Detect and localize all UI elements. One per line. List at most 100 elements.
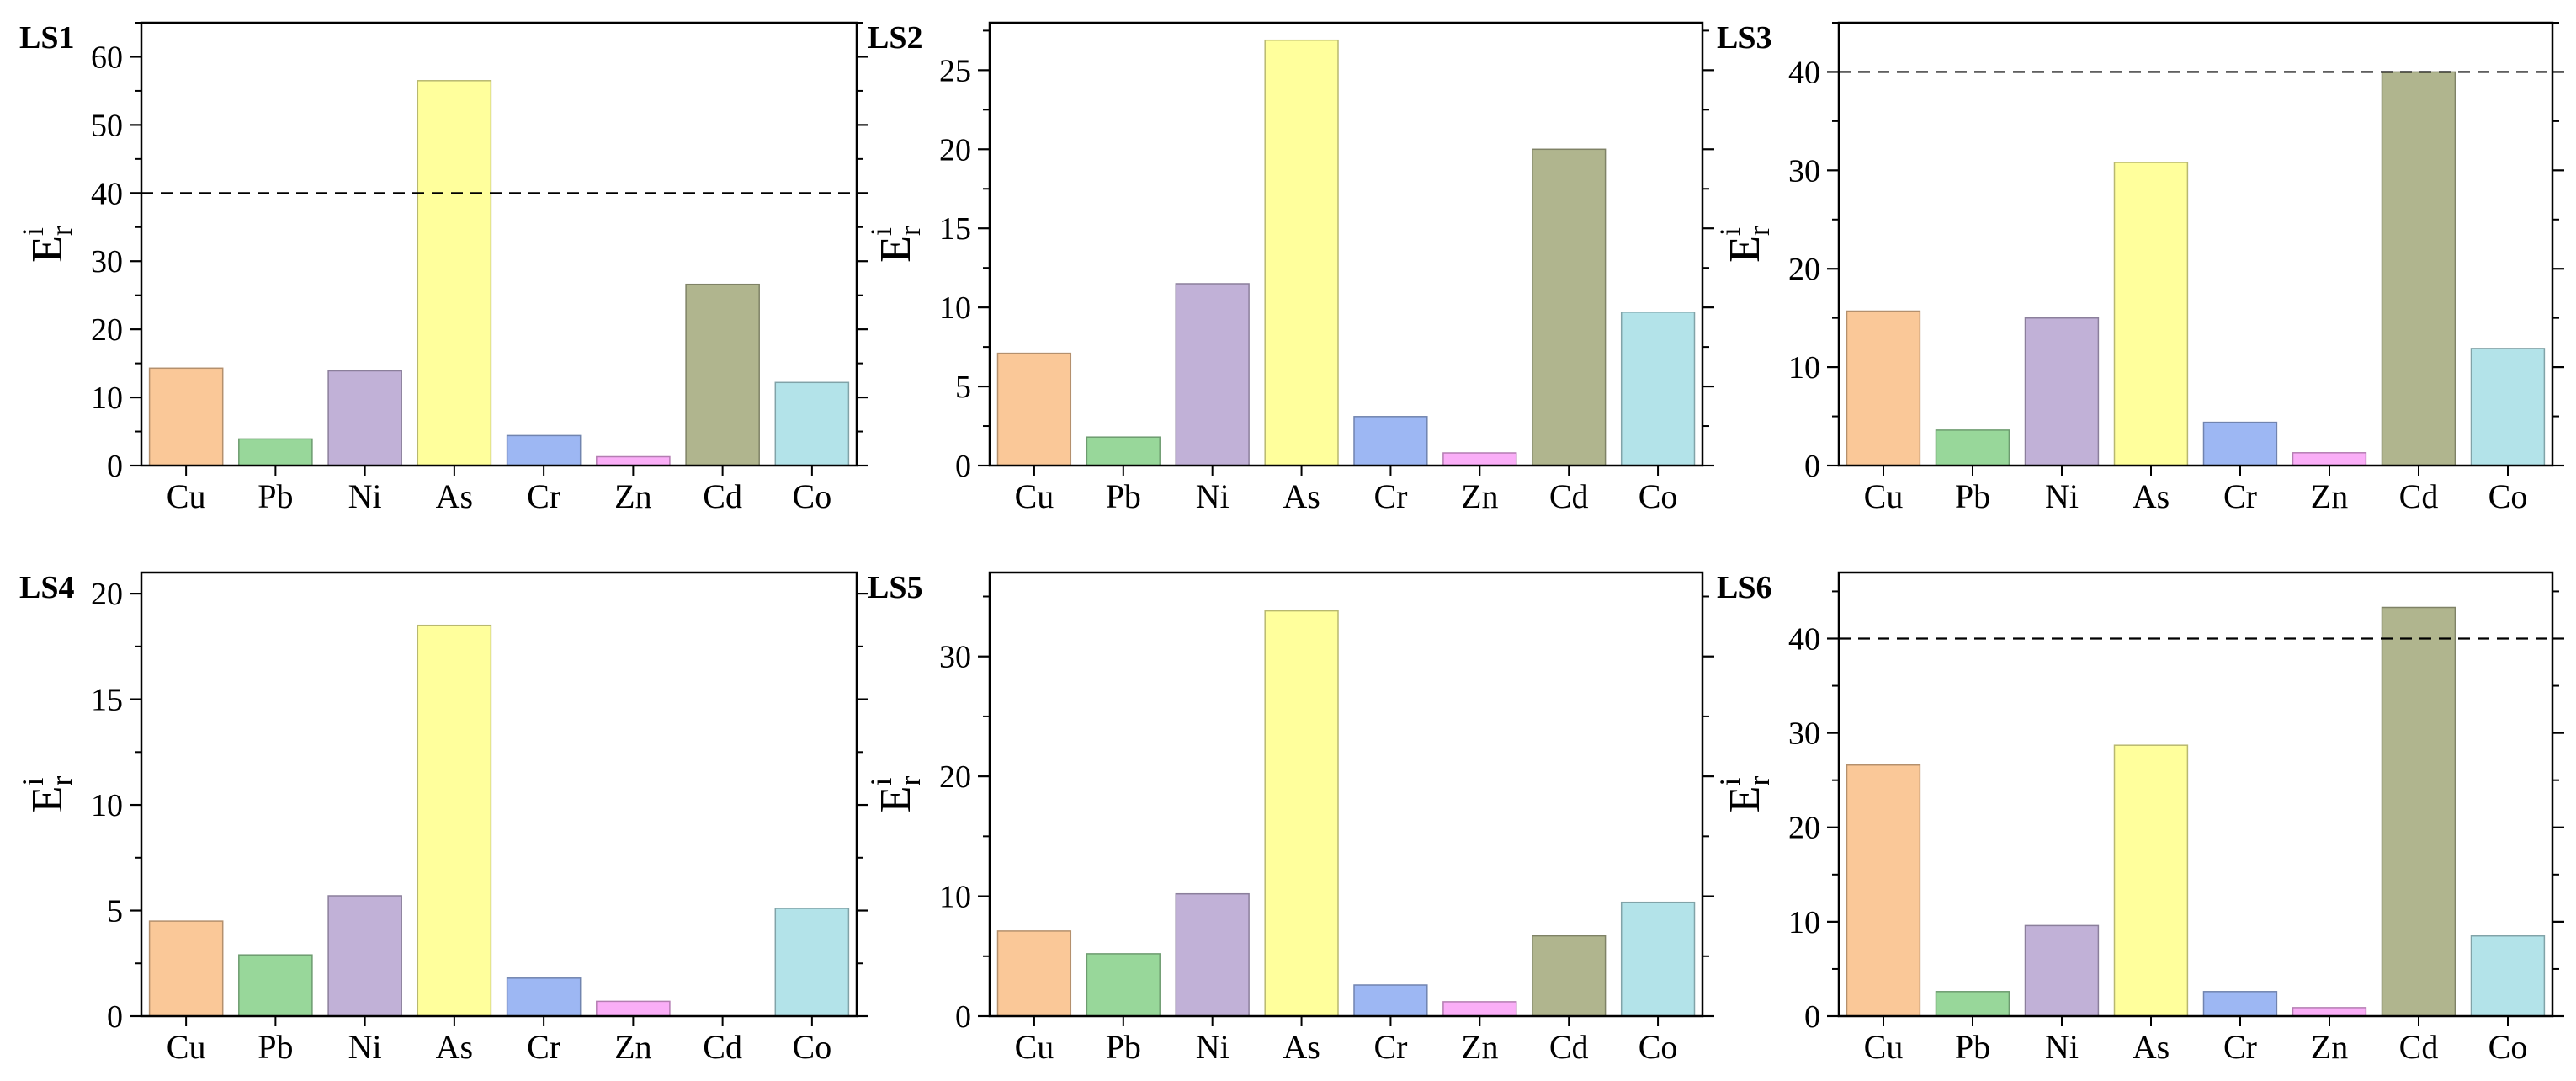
bar-ni [1175,283,1250,466]
y-tick-label: 0 [107,999,123,1035]
y-tick-label: 0 [1804,449,1820,484]
plot-frame [988,571,1704,1018]
x-tick-label-zn: Zn [2311,477,2348,515]
bar-co [774,908,850,1017]
y-tick-label: 20 [91,312,123,348]
x-tick-label-cd: Cd [1549,477,1589,515]
x-tick-label-cr: Cr [2223,477,2257,515]
bar-cd [2381,606,2456,1017]
x-tick-label-cd: Cd [1549,1028,1589,1066]
bar-co [774,381,850,466]
x-tick-label-cr: Cr [1373,1028,1407,1066]
y-tick-label: 20 [939,759,971,795]
x-tick-label-cr: Cr [527,1028,560,1066]
bar-pb [238,438,313,466]
x-tick-label-zn: Zn [2311,1028,2348,1066]
y-tick-label: 10 [1788,350,1820,386]
x-tick-label-cu: Cu [167,477,206,515]
x-tick-label-cu: Cu [1015,477,1054,515]
x-tick-label-zn: Zn [1461,477,1498,515]
x-tick-label-ni: Ni [348,477,382,515]
bar-zn [2292,1007,2367,1017]
y-tick-label: 40 [91,176,123,211]
bar-zn [596,455,671,466]
bar-cd [685,283,760,466]
x-tick-label-cd: Cd [703,1028,742,1066]
y-tick-label: 10 [91,788,123,823]
y-tick-label: 20 [91,577,123,612]
x-tick-label-co: Co [793,1028,832,1066]
x-tick-label-as: As [2133,477,2170,515]
x-tick-label-pb: Pb [1955,1028,1990,1066]
bar-cr [506,977,582,1017]
panel-label: LS3 [1717,20,1771,56]
y-axis-label: Eri [1713,226,1776,263]
x-tick-label-cr: Cr [527,477,560,515]
panel-ls5: Cu Pb Ni As Cr Zn Cd Co 0 10 20 30 LS5 Eri [864,570,1714,1066]
y-tick-label: 20 [939,132,971,168]
y-tick-label: 25 [939,53,971,88]
bar-cd [2381,71,2456,466]
x-tick-label-as: As [436,477,473,515]
bar-pb [238,954,313,1017]
y-tick-label: 0 [955,999,971,1035]
x-tick-label-pb: Pb [258,1028,293,1066]
bar-as [1264,610,1339,1017]
bar-co [1620,901,1696,1017]
y-axis-label: Eri [16,226,78,263]
x-tick-label-ni: Ni [1196,477,1230,515]
y-tick-label: 20 [1788,811,1820,846]
x-tick-label-zn: Zn [614,1028,651,1066]
bar-cr [2202,991,2278,1017]
bar-pb [1935,429,2010,466]
bar-zn [2292,452,2367,466]
bar-co [1620,312,1696,466]
panel-ls2: Cu Pb Ni As Cr Zn Cd Co 0 5 10 15 20 25 LS2 Eri [864,20,1714,515]
y-tick-label: 10 [939,880,971,915]
x-tick-label-ni: Ni [1196,1028,1230,1066]
bar-cr [1353,984,1428,1017]
y-tick-label: 10 [939,290,971,326]
bar-cu [148,367,224,466]
plot-frame [140,21,858,467]
y-tick-label: 40 [1788,621,1820,657]
x-tick-label-cd: Cd [2399,477,2439,515]
x-tick-label-co: Co [1639,1028,1678,1066]
y-tick-label: 30 [1788,153,1820,189]
y-axis-label: Eri [864,776,927,813]
y-tick-label: 0 [107,449,123,484]
bar-co [2470,935,2546,1017]
x-tick-label-cr: Cr [1373,477,1407,515]
y-tick-label: 60 [91,40,123,75]
panel-label: LS4 [19,570,74,605]
panel-ls1: Cu Pb Ni As Cr Zn Cd Co 0 10 20 30 40 50 60 LS1 Eri [16,20,868,515]
x-tick-label-zn: Zn [614,477,651,515]
x-tick-label-pb: Pb [258,477,293,515]
y-tick-label: 50 [91,108,123,143]
x-tick-label-co: Co [2488,1028,2528,1066]
bar-cd [1532,935,1607,1017]
bar-cu [996,930,1072,1017]
x-tick-label-cr: Cr [2223,1028,2257,1066]
x-tick-label-as: As [2133,1028,2170,1066]
y-tick-label: 5 [955,370,971,405]
bar-as [417,624,492,1017]
x-tick-label-as: As [1283,1028,1320,1066]
y-tick-label: 20 [1788,252,1820,287]
x-tick-label-cu: Cu [1015,1028,1054,1066]
x-tick-label-cd: Cd [703,477,742,515]
plot-frame [1837,571,2554,1018]
x-tick-label-pb: Pb [1106,477,1141,515]
x-tick-label-ni: Ni [2045,1028,2079,1066]
plot-frame [988,21,1704,467]
panel-label: LS2 [868,20,922,56]
y-tick-label: 15 [91,683,123,718]
bar-ni [327,895,402,1017]
y-tick-label: 10 [91,381,123,416]
y-tick-label: 30 [91,244,123,280]
bar-ni [2024,924,2100,1017]
panel-label: LS6 [1717,570,1771,605]
bar-cu [148,920,224,1017]
